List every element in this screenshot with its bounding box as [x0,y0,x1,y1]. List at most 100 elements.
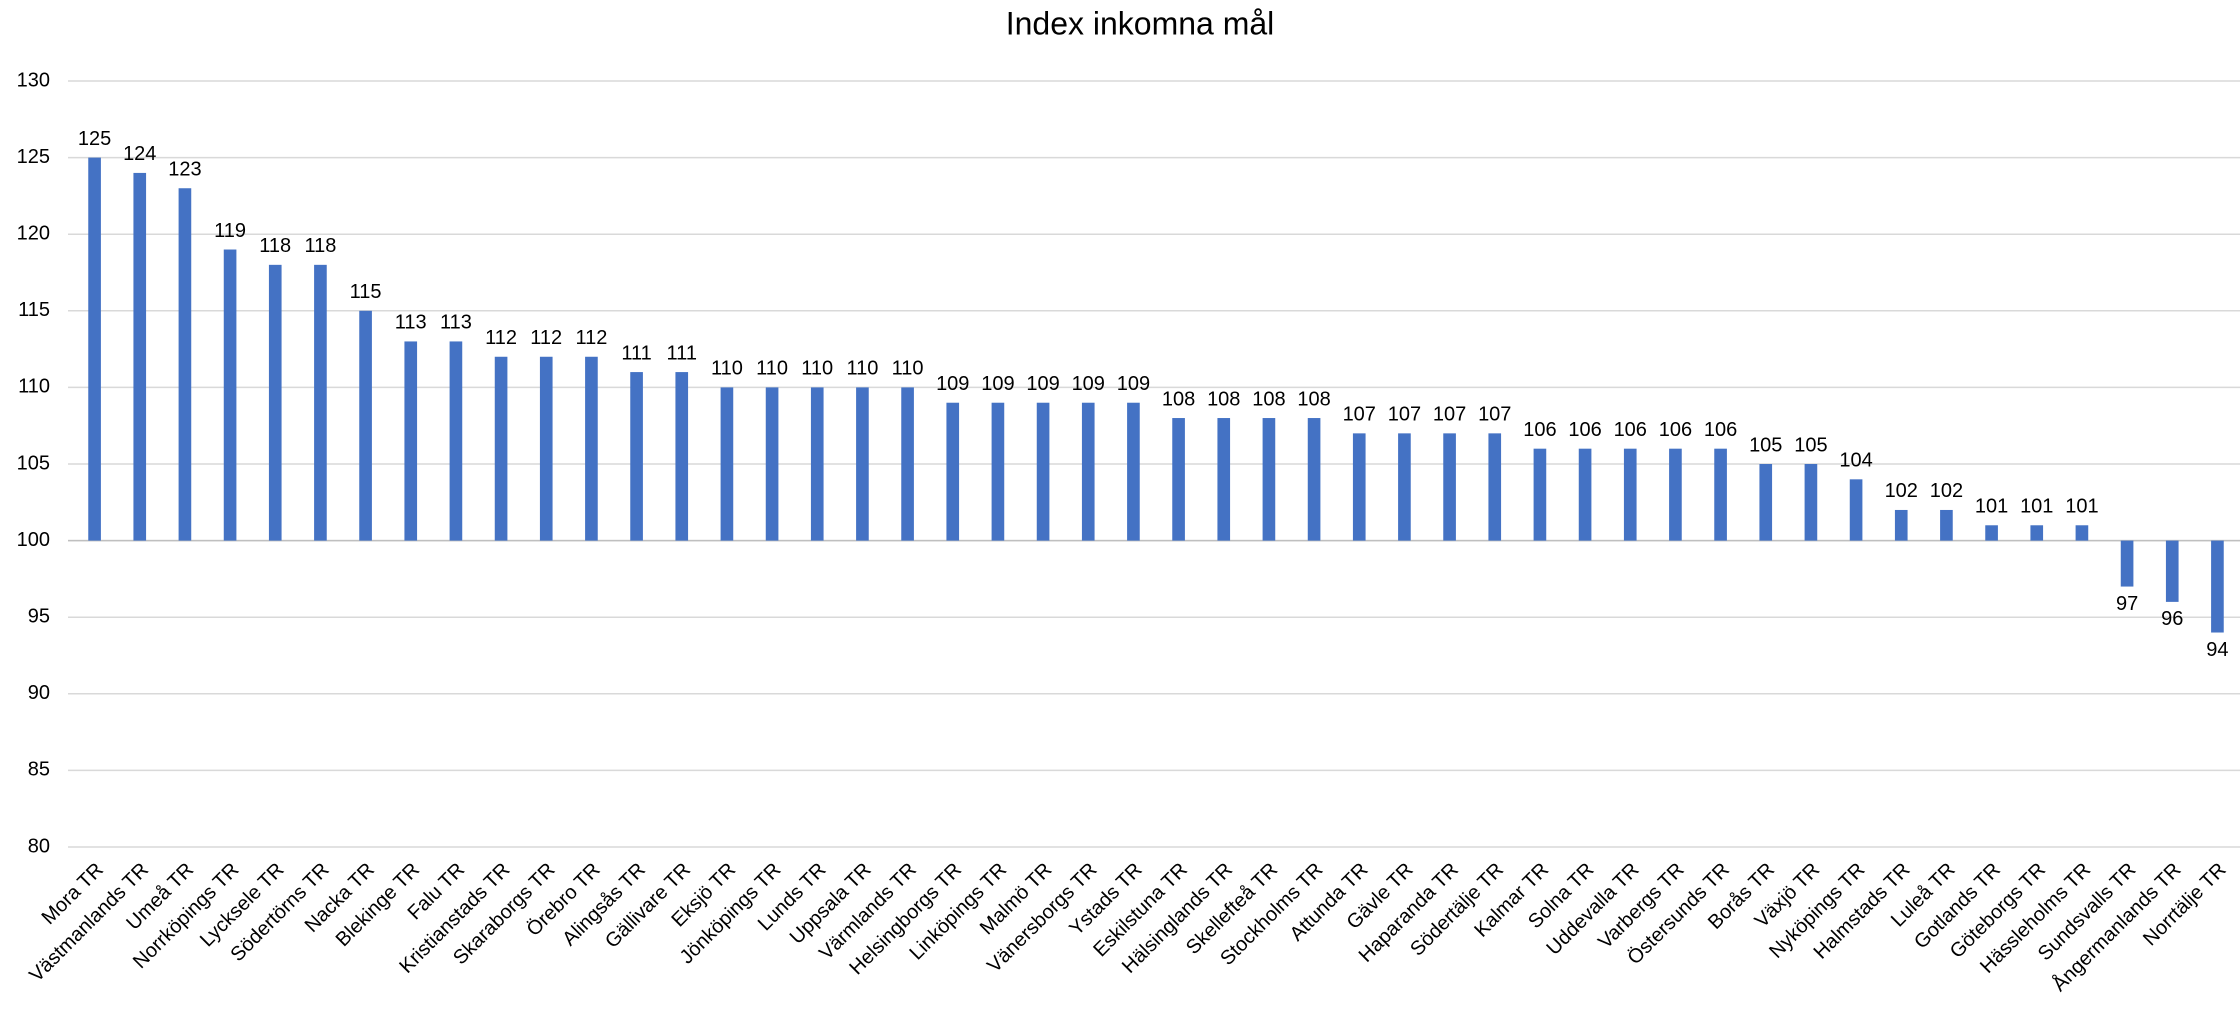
bar [1669,448,1682,541]
value-label: 106 [1568,419,1601,441]
value-label: 104 [1839,450,1872,472]
bar [133,172,147,541]
bar [720,387,734,541]
bar [765,387,779,541]
value-label: 107 [1388,404,1421,426]
value-label: 110 [892,358,924,380]
y-tick-label: 100 [17,529,50,551]
bar [1849,479,1863,541]
value-label: 109 [1072,373,1105,395]
value-label: 105 [1749,434,1782,456]
bar [1759,464,1773,541]
bar [1533,448,1547,541]
value-label: 96 [2161,608,2183,630]
value-label: 118 [304,235,336,257]
y-tick-label: 85 [28,759,50,781]
bar [1172,418,1185,541]
value-label: 107 [1343,404,1376,426]
value-label: 118 [259,235,291,257]
value-label: 109 [1026,373,1059,395]
y-tick-label: 90 [28,682,50,704]
value-label: 109 [1117,373,1150,395]
bar [449,341,463,541]
bar [88,157,101,541]
y-tick-label: 125 [17,146,50,168]
y-tick-label: 120 [17,222,50,244]
value-label: 109 [936,373,969,395]
y-tick-label: 115 [18,299,50,321]
bar [1443,433,1456,541]
value-label: 106 [1704,419,1737,441]
bar [1578,448,1592,541]
bar [314,264,327,541]
value-label: 110 [846,358,878,380]
bar [2120,540,2134,587]
bar [901,387,914,541]
value-label: 102 [1885,480,1918,502]
value-label: 94 [2206,639,2228,661]
bar [1036,402,1050,541]
value-label: 109 [981,373,1014,395]
value-label: 101 [1975,496,2008,518]
bar [1894,509,1908,541]
value-label: 125 [78,128,111,150]
bar [1127,402,1140,541]
value-label: 106 [1523,419,1556,441]
value-label: 108 [1252,388,1285,410]
bar [630,372,643,541]
bar [268,264,282,541]
value-label: 107 [1478,404,1511,426]
bar [1217,418,1231,541]
bar [1804,464,1818,541]
bar [494,356,508,541]
bar [991,402,1005,541]
y-tick-label: 80 [28,835,50,857]
bar [2030,525,2044,541]
bar [946,402,960,541]
value-label: 101 [2020,496,2053,518]
value-label: 101 [2065,496,2098,518]
bar [1398,433,1411,541]
value-label: 108 [1207,388,1240,410]
value-label: 112 [530,327,562,349]
bar [404,341,418,541]
y-tick-label: 105 [17,452,50,474]
bar [178,188,192,541]
bar [539,356,553,541]
value-label: 113 [395,312,427,334]
value-label: 111 [621,342,651,364]
value-label: 110 [756,358,788,380]
bar [1623,448,1637,541]
chart-title: Index inkomna mål [1006,5,1275,41]
y-tick-label: 110 [18,376,50,398]
bar [856,387,869,541]
value-label: 124 [123,143,156,165]
y-tick-label: 130 [17,69,50,91]
bar [2075,525,2089,541]
bar [1262,418,1276,541]
value-label: 108 [1297,388,1330,410]
value-label: 102 [1930,480,1963,502]
value-label: 105 [1794,434,1827,456]
bar [223,249,237,541]
bar [1081,402,1095,541]
bar [585,356,598,541]
value-label: 110 [711,358,743,380]
value-label: 115 [350,281,382,303]
value-label: 106 [1659,419,1692,441]
value-label: 112 [575,327,607,349]
value-label: 113 [440,312,472,334]
bar [1307,418,1321,541]
bar [2165,540,2179,602]
bar [1714,448,1727,541]
bar [1488,433,1502,541]
bar [359,310,372,541]
value-label: 97 [2116,593,2138,615]
bar [810,387,824,541]
bar [2211,540,2224,633]
value-label: 111 [667,342,697,364]
bar [1352,433,1366,541]
bar [1985,525,1998,541]
value-label: 110 [801,358,833,380]
